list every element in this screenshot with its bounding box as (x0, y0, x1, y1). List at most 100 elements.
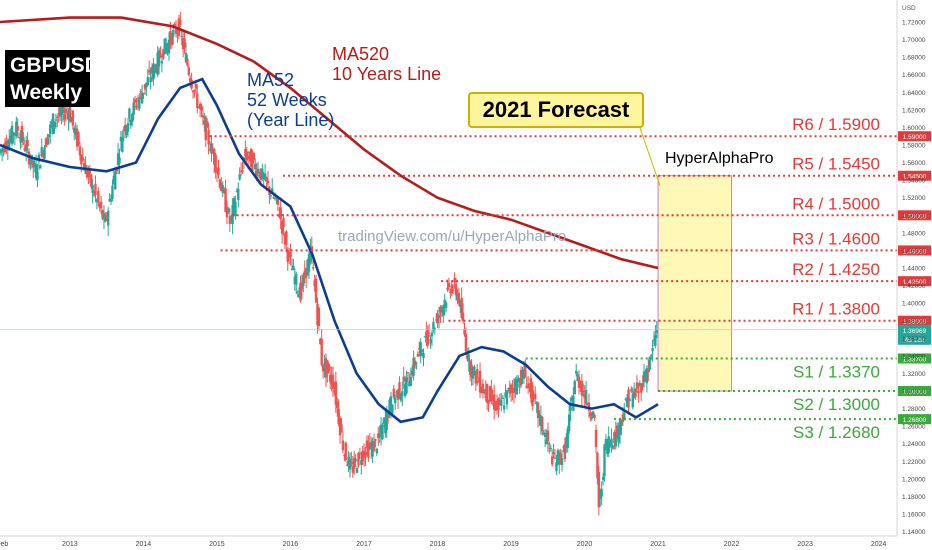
candle-body (358, 453, 362, 455)
price-tag-r6 (898, 131, 931, 142)
candle-body (529, 378, 533, 399)
candle-body (164, 43, 168, 54)
symbol-name: GBPUSD (10, 54, 100, 77)
candle-body (235, 190, 239, 192)
candle-body (440, 308, 444, 311)
level-label-r5: R5 / 1.5450 (792, 155, 880, 174)
candle-body (442, 306, 445, 316)
candle-body (415, 362, 418, 364)
y-tick-label: 1.20000 (902, 476, 926, 483)
candle-body (222, 189, 226, 193)
candle-body (600, 488, 603, 497)
candle-body (367, 443, 370, 458)
price-tag-r2 (898, 276, 931, 287)
price-tag-s3 (898, 414, 931, 425)
candle-body (37, 154, 41, 162)
candle-body (525, 385, 528, 389)
candle-body (63, 114, 66, 120)
candle-body (436, 313, 439, 324)
candle-body (303, 270, 306, 277)
candle-body (265, 177, 268, 182)
candle-body (133, 99, 137, 103)
candle-body (49, 124, 52, 134)
y-tick-label: 1.66000 (902, 72, 926, 79)
candle-body (271, 188, 274, 193)
candle-body (343, 455, 346, 457)
candle-body (123, 124, 127, 131)
y-tick-label: 1.64000 (902, 90, 926, 97)
candle-body (269, 195, 272, 197)
y-tick-label: 1.42000 (902, 283, 926, 290)
candle-body (208, 149, 212, 151)
candle-body (179, 19, 182, 25)
candle-body (389, 396, 393, 415)
ma52-subtitle: 52 Weeks (247, 90, 327, 110)
candle-body (624, 398, 627, 400)
candle-body (449, 291, 452, 294)
candle-body (437, 315, 441, 319)
candle-body (13, 133, 17, 136)
candle-body (304, 267, 308, 279)
candle-body (550, 456, 554, 465)
candle-body (328, 375, 332, 382)
candle-body (614, 432, 617, 447)
candle-body (218, 179, 222, 188)
candle-body (256, 168, 260, 174)
candle-body (549, 447, 552, 449)
candle-body (597, 471, 601, 508)
candle-body (101, 210, 104, 219)
price-tag-text-r1: 1.38000 (903, 319, 927, 326)
candle-body (186, 58, 189, 66)
candle-body (44, 138, 48, 148)
candle-body (112, 175, 116, 185)
candle-body (518, 386, 521, 388)
candle-body (573, 380, 576, 395)
candle-body (443, 299, 446, 307)
candle-body (450, 284, 453, 294)
candle-body (584, 390, 588, 404)
candle-body (546, 430, 550, 442)
candle-body (433, 328, 437, 330)
candle-body (536, 402, 540, 419)
candle-body (324, 358, 328, 378)
candle-body (347, 456, 350, 467)
candle-body (508, 387, 511, 394)
candle-body (621, 414, 625, 422)
candle-body (321, 365, 325, 372)
candle-body (118, 157, 121, 164)
candle-body (121, 137, 124, 152)
candle-body (116, 153, 120, 166)
candle-body (490, 388, 493, 401)
candle-body (109, 199, 113, 202)
y-tick-label: 1.34000 (902, 353, 926, 360)
candle-body (444, 302, 448, 308)
candle-body (309, 246, 312, 263)
candle-body (405, 377, 408, 394)
candle-body (432, 321, 435, 331)
candle-body (293, 276, 297, 285)
candle-body (15, 121, 18, 137)
candle-body (5, 140, 8, 149)
candle-body (524, 365, 527, 377)
currency-label: USD (902, 5, 916, 12)
candle-body (128, 108, 131, 119)
candle-body (478, 370, 482, 393)
candle-body (187, 67, 190, 75)
candle-body (302, 275, 305, 287)
candle-body (453, 277, 456, 283)
candle-body (589, 412, 592, 417)
current-price-value: 1.36969 (903, 328, 927, 335)
candle-body (337, 408, 340, 424)
candle-body (316, 303, 319, 326)
candle-body (641, 382, 644, 388)
candle-body (0, 148, 4, 152)
candle-body (355, 468, 359, 473)
price-tag-r5 (898, 170, 931, 181)
level-label-s2: S2 / 1.3000 (793, 395, 880, 414)
x-tick-label: 2015 (209, 541, 225, 548)
y-tick-label: 1.68000 (902, 55, 926, 62)
candle-body (596, 452, 599, 479)
candle-body (33, 163, 36, 168)
candle-body (353, 458, 356, 469)
forecast-callout-pointer (639, 127, 661, 186)
